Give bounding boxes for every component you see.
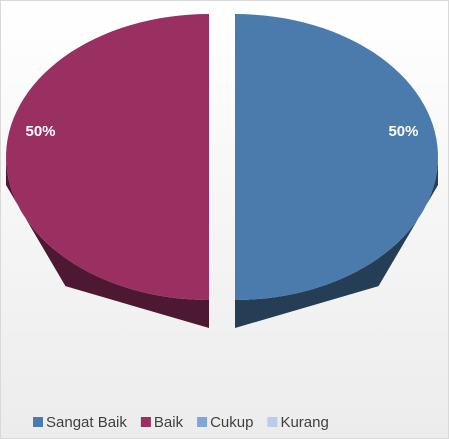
- pie-slice: [235, 14, 438, 300]
- data-label: 50%: [388, 123, 418, 140]
- slice-side: [235, 157, 438, 328]
- legend-swatch: [140, 417, 151, 427]
- legend-swatch: [267, 417, 278, 427]
- legend-label: Sangat Baik: [46, 414, 127, 431]
- pie-slice: [6, 14, 210, 300]
- data-label: 50%: [25, 123, 55, 140]
- slice-side: [6, 157, 209, 328]
- pie-sides: [6, 157, 438, 328]
- legend-label: Cukup: [210, 414, 253, 431]
- pie-slices: [6, 14, 438, 300]
- legend-label: Kurang: [280, 414, 328, 431]
- legend-swatch: [197, 417, 208, 427]
- legend-label: Baik: [154, 414, 184, 431]
- legend-swatch: [33, 417, 43, 427]
